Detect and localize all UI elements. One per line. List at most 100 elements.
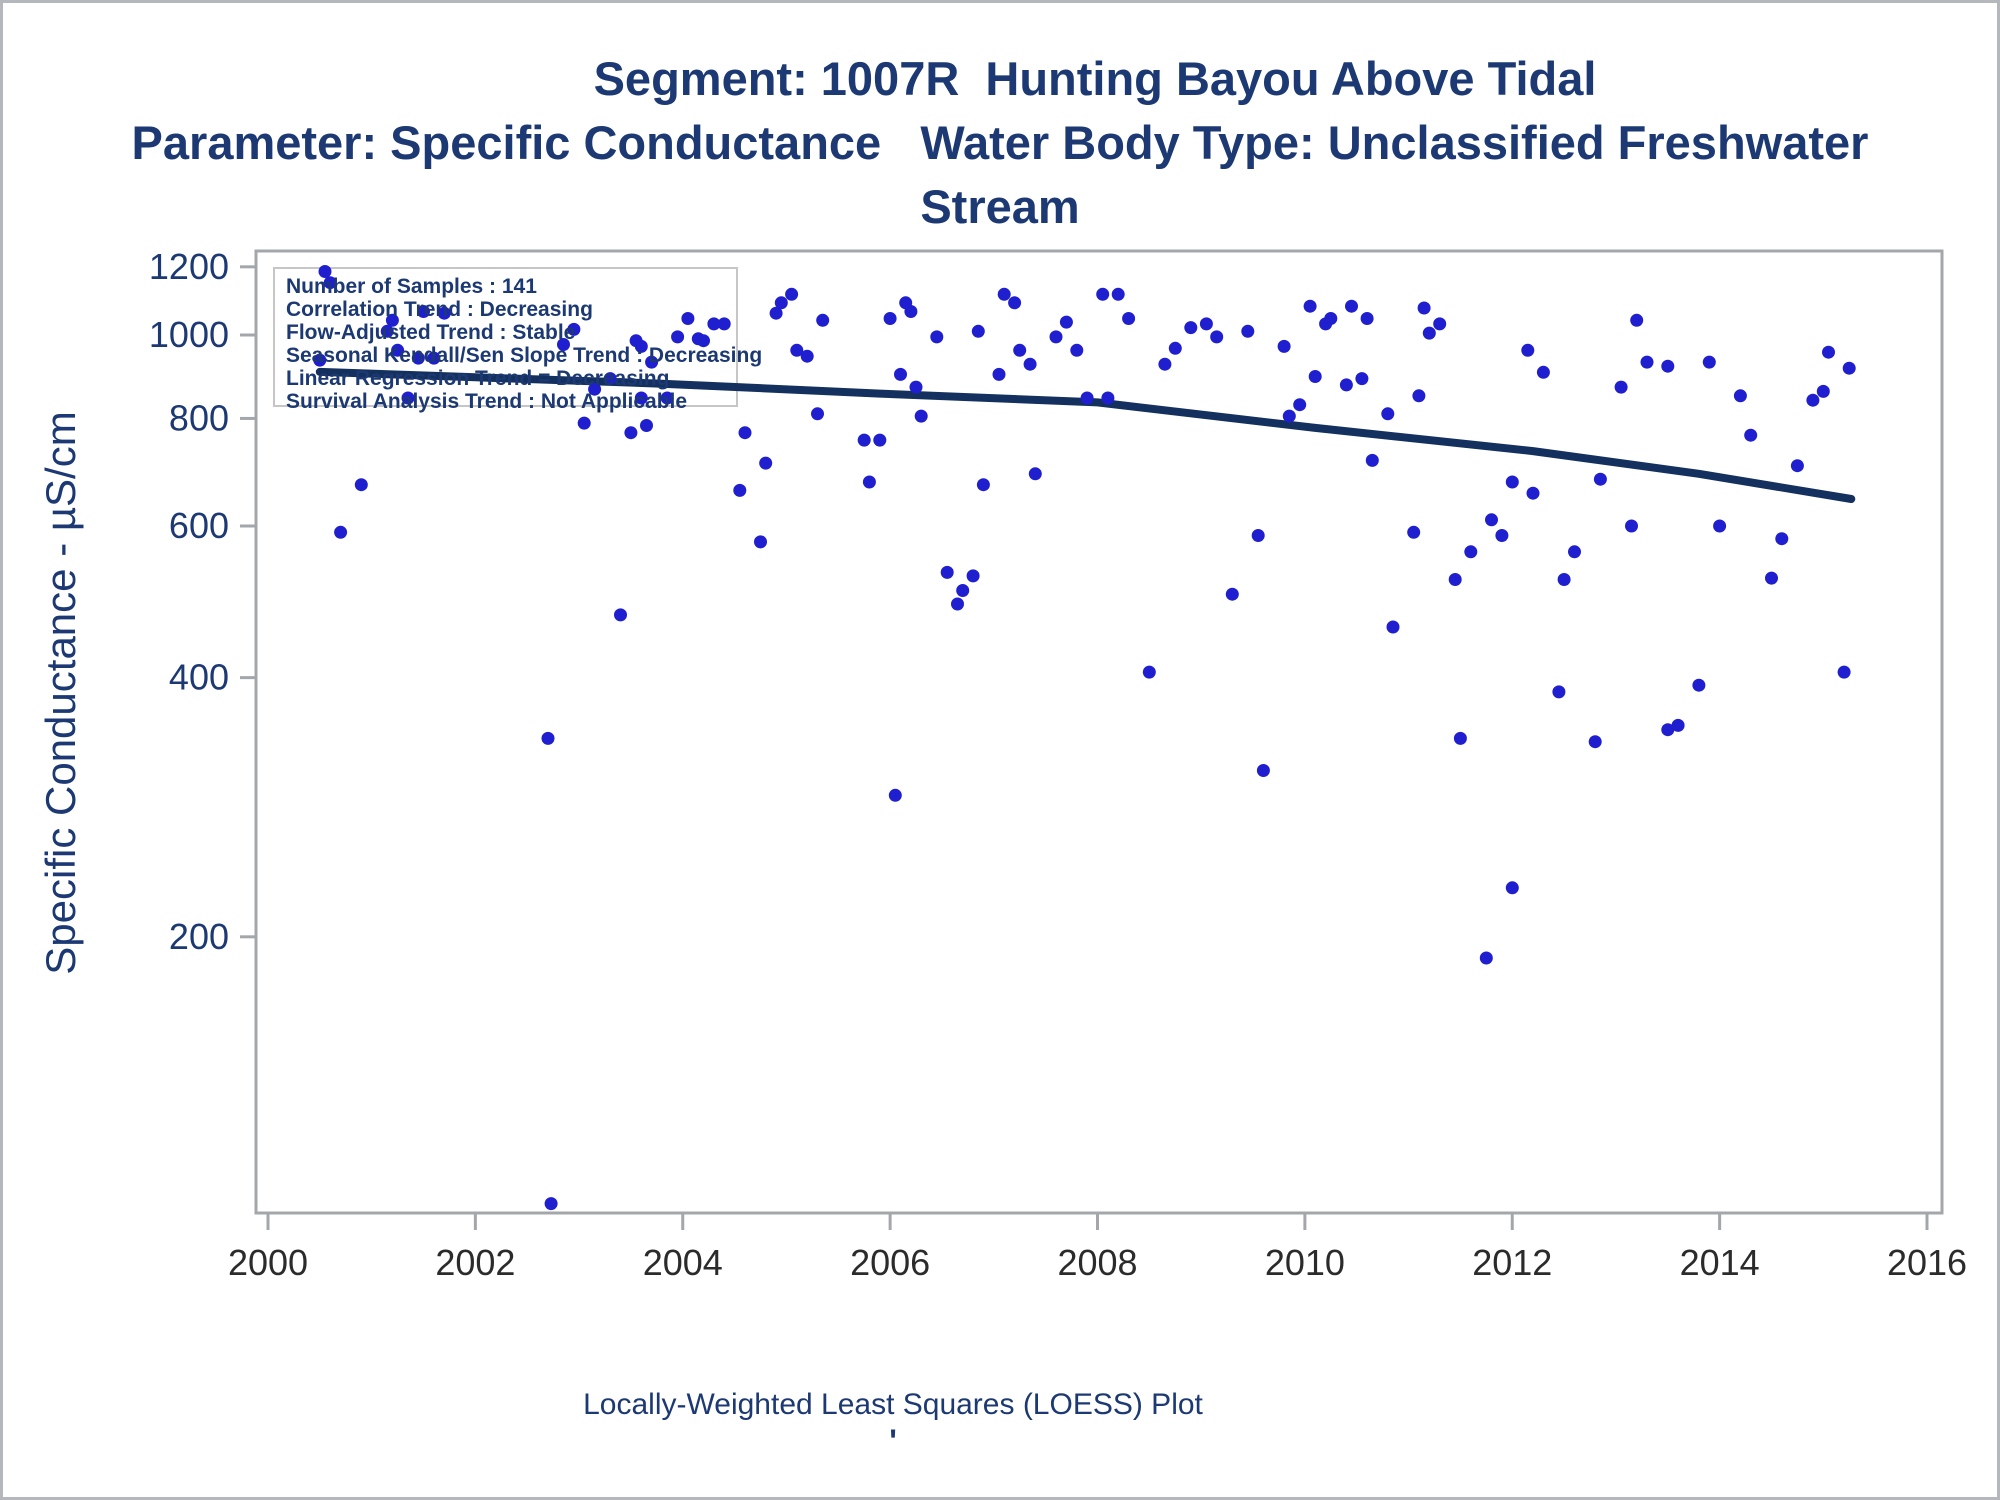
data-point xyxy=(1433,317,1447,331)
data-point xyxy=(1303,299,1317,313)
data-point xyxy=(1630,313,1644,327)
data-point xyxy=(1775,532,1789,546)
data-point xyxy=(1495,529,1509,542)
data-point xyxy=(401,391,415,405)
y-tick-label: 1200 xyxy=(149,246,229,287)
data-point xyxy=(857,433,871,447)
page-title-line3: Stream xyxy=(920,180,1080,233)
y-tick-label: 800 xyxy=(169,397,229,438)
data-point xyxy=(380,324,394,338)
x-tick-label: 2002 xyxy=(435,1242,515,1283)
data-point xyxy=(577,416,591,430)
data-point xyxy=(557,338,570,351)
data-point xyxy=(1822,345,1835,359)
data-point xyxy=(1168,341,1182,355)
stat-flow-adjusted-trend: Flow-Adjusted Trend : Stable xyxy=(286,321,576,344)
data-point xyxy=(1557,573,1571,586)
data-point xyxy=(1049,330,1063,344)
data-point xyxy=(1386,620,1400,634)
data-point xyxy=(417,305,430,318)
data-point xyxy=(1199,317,1213,331)
data-point xyxy=(1448,573,1462,586)
data-point xyxy=(411,351,425,365)
data-point xyxy=(1355,372,1369,386)
data-point xyxy=(1028,467,1042,481)
data-point xyxy=(717,317,731,331)
data-point xyxy=(1640,355,1654,369)
stat-linear-regression-trend: Linear Regression Trend = Decreasing xyxy=(286,367,670,390)
data-point xyxy=(1111,287,1125,301)
data-point xyxy=(1277,339,1291,353)
data-point xyxy=(697,334,710,348)
data-point xyxy=(1588,735,1602,749)
trend-stats-text: Number of Samples : 141 Correlation Tren… xyxy=(273,267,762,413)
data-point xyxy=(1485,513,1498,527)
data-point xyxy=(640,419,653,432)
data-point xyxy=(888,788,902,802)
data-point xyxy=(909,380,923,394)
data-point xyxy=(811,407,824,421)
x-tick-label: 2014 xyxy=(1680,1242,1760,1283)
stat-survival-analysis-trend: Survival Analysis Trend : Not Applicable xyxy=(286,390,688,413)
data-point xyxy=(1816,384,1830,398)
data-point xyxy=(1593,472,1607,486)
x-tick-label: 2004 xyxy=(643,1242,723,1283)
page-title-line2: Parameter: Specific Conductance Water Bo… xyxy=(131,116,1869,169)
data-point xyxy=(1225,587,1239,601)
data-point xyxy=(354,478,368,492)
data-point xyxy=(567,322,581,336)
data-point xyxy=(1345,299,1358,313)
data-point xyxy=(1381,407,1395,421)
data-point xyxy=(671,330,685,344)
data-point xyxy=(1765,571,1778,585)
page-title-line1: Segment: 1007R Hunting Bayou Above Tidal xyxy=(593,52,1597,105)
data-point xyxy=(1692,678,1706,692)
data-point xyxy=(427,351,441,365)
data-point xyxy=(759,456,773,470)
data-point xyxy=(707,317,721,331)
data-point xyxy=(1023,357,1037,371)
data-point xyxy=(681,312,695,325)
data-point xyxy=(738,426,752,440)
data-point xyxy=(883,312,897,325)
data-point xyxy=(930,330,944,344)
data-point xyxy=(1505,475,1519,489)
data-point xyxy=(992,367,1006,381)
y-tick-label: 600 xyxy=(169,505,229,546)
data-point xyxy=(437,306,451,320)
data-point xyxy=(1251,529,1265,542)
plot-canvas: 1200 1000 800 600 400 200 2000 2002 2004 2006 2008… xyxy=(149,246,1967,1283)
data-point xyxy=(1184,321,1198,335)
data-point xyxy=(733,483,747,497)
data-point xyxy=(1308,370,1322,383)
data-point xyxy=(1526,486,1540,500)
data-point xyxy=(1625,519,1638,533)
data-point xyxy=(1080,391,1094,405)
data-point xyxy=(785,287,799,301)
y-tick-label: 400 xyxy=(169,657,229,698)
data-point xyxy=(862,475,876,489)
data-point xyxy=(660,391,674,405)
data-point xyxy=(645,355,659,369)
data-point xyxy=(313,353,327,367)
data-point xyxy=(385,313,399,327)
data-point xyxy=(1142,665,1156,679)
data-point xyxy=(1417,301,1431,315)
data-point xyxy=(1552,685,1566,699)
data-point xyxy=(914,409,928,423)
data-point xyxy=(873,433,887,447)
data-point xyxy=(1702,355,1716,369)
data-point xyxy=(894,367,907,381)
data-point xyxy=(1013,343,1027,357)
data-point xyxy=(1412,389,1426,403)
data-point xyxy=(634,339,648,353)
data-point xyxy=(1505,881,1519,895)
data-point xyxy=(1790,459,1804,473)
data-point xyxy=(1101,391,1115,405)
data-point xyxy=(1256,764,1270,777)
data-point xyxy=(588,382,602,396)
data-point xyxy=(976,478,990,492)
data-point xyxy=(816,313,830,327)
data-point xyxy=(971,324,985,338)
